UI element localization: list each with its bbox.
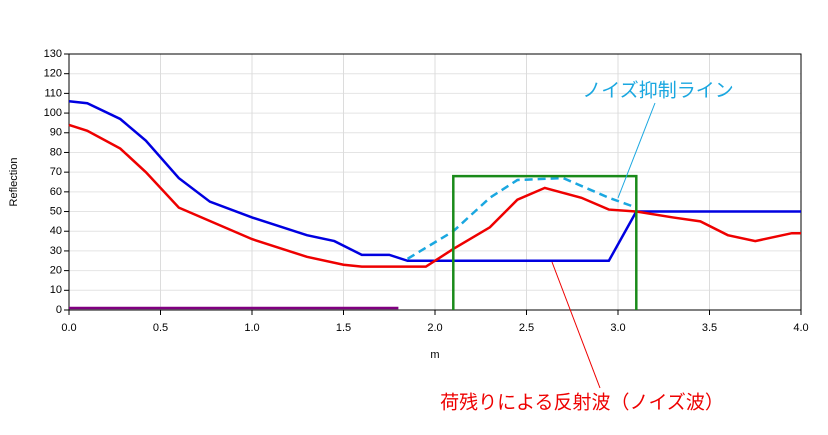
x-tick-label: 2.0 — [427, 322, 442, 334]
y-tick-label: 120 — [44, 68, 62, 80]
series-line — [452, 174, 638, 310]
x-tick-label: 3.5 — [702, 322, 717, 334]
y-tick-label: 70 — [50, 166, 62, 178]
x-tick-label: 0.0 — [61, 322, 76, 334]
y-tick-label: 110 — [44, 87, 62, 99]
x-tick-label: 1.5 — [336, 322, 351, 334]
series-line — [406, 176, 637, 260]
y-tick-label: 100 — [44, 107, 62, 119]
y-tick-label: 130 — [44, 48, 62, 60]
plot-frame — [68, 53, 802, 311]
y-tick-label: 50 — [50, 205, 62, 217]
x-axis-label: m — [430, 349, 439, 361]
y-tick-label: 0 — [56, 304, 62, 316]
x-tick-label: 3.0 — [610, 322, 625, 334]
series-line — [68, 123, 801, 268]
y-tick-label: 60 — [50, 186, 62, 198]
x-tick-label: 1.0 — [244, 322, 259, 334]
y-tick-label: 40 — [50, 225, 62, 237]
x-tick-label: 2.5 — [519, 322, 534, 334]
y-axis-label: Reflection — [8, 158, 20, 207]
x-tick-label: 0.5 — [153, 322, 168, 334]
y-tick-label: 90 — [50, 127, 62, 139]
y-tick-label: 30 — [50, 245, 62, 257]
annotation: ノイズ抑制ライン — [582, 80, 733, 102]
y-tick-label: 10 — [50, 284, 62, 296]
annotation-leader — [617, 102, 656, 199]
x-tick-label: 4.0 — [793, 322, 808, 334]
y-tick-label: 20 — [50, 265, 62, 277]
series-line — [68, 100, 801, 263]
y-tick-label: 80 — [50, 146, 62, 158]
annotation-leader — [551, 261, 601, 389]
annotation: 荷残りによる反射波（ノイズ波） — [440, 392, 724, 414]
